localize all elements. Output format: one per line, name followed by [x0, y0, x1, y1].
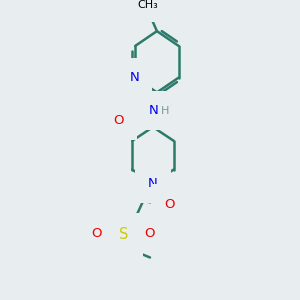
Text: N: N [149, 104, 159, 117]
Text: N: N [129, 71, 139, 84]
Text: H: H [160, 106, 169, 116]
Text: CH₃: CH₃ [138, 0, 158, 11]
Text: O: O [145, 227, 155, 240]
Text: S: S [118, 227, 128, 242]
Text: O: O [164, 198, 175, 211]
Text: O: O [113, 114, 124, 127]
Text: O: O [92, 227, 102, 240]
Text: N: N [148, 177, 158, 190]
